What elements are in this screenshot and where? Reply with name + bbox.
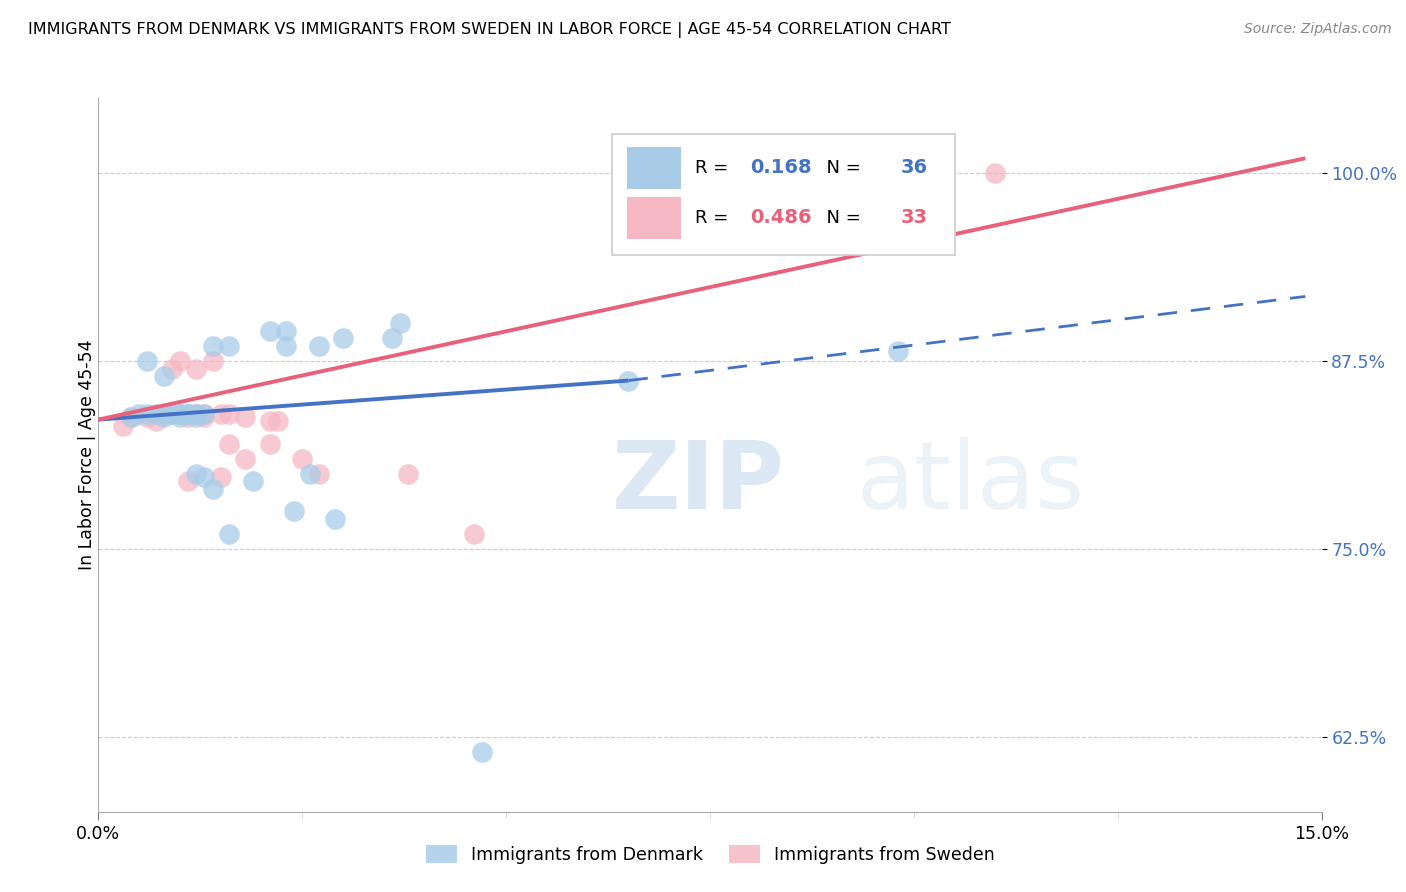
Point [201,354,224,368]
Point [152,407,174,421]
Point [193,469,215,483]
Point [984,166,1007,180]
Point [169,409,191,424]
Point [463,526,485,541]
Point [160,407,183,421]
Point [177,409,200,424]
Point [145,407,167,421]
Point [389,317,412,331]
Point [274,324,297,338]
Text: 36: 36 [901,158,928,178]
Point [152,409,174,424]
Point [169,407,191,421]
Point [299,467,322,481]
Point [396,467,419,481]
Point [136,409,159,424]
Point [209,469,232,483]
Point [233,451,256,466]
Point [160,407,183,421]
Point [120,409,142,424]
Point [218,407,240,421]
Point [169,407,191,421]
Text: R =: R = [696,209,734,227]
Y-axis label: In Labor Force | Age 45-54: In Labor Force | Age 45-54 [79,340,96,570]
Text: N =: N = [815,159,866,177]
Point [308,339,330,353]
Point [617,374,640,388]
Point [136,354,159,368]
Point [193,407,215,421]
Text: N =: N = [815,209,866,227]
Point [169,354,191,368]
Point [152,369,174,384]
Text: IMMIGRANTS FROM DENMARK VS IMMIGRANTS FROM SWEDEN IN LABOR FORCE | AGE 45-54 COR: IMMIGRANTS FROM DENMARK VS IMMIGRANTS FR… [28,22,950,38]
Point [323,512,346,526]
Point [259,414,281,428]
Point [186,467,208,481]
Point [193,407,215,421]
Text: Source: ZipAtlas.com: Source: ZipAtlas.com [1244,22,1392,37]
Point [193,409,215,424]
Point [259,324,281,338]
Point [283,504,305,518]
Point [291,451,314,466]
Point [242,474,264,488]
Point [218,436,240,450]
Point [308,467,330,481]
Point [120,409,142,424]
Point [177,407,200,421]
Text: 0.486: 0.486 [751,208,813,227]
Point [381,331,404,345]
Text: atlas: atlas [856,437,1085,530]
Point [201,482,224,496]
Text: 0.168: 0.168 [751,158,813,178]
Point [111,418,134,433]
FancyBboxPatch shape [612,134,955,255]
Point [267,414,290,428]
Point [177,407,200,421]
Point [136,407,159,421]
Point [233,409,256,424]
Point [274,339,297,353]
Point [218,526,240,541]
Point [259,436,281,450]
FancyBboxPatch shape [627,196,681,239]
Point [160,361,183,376]
Point [186,407,208,421]
Point [471,745,494,759]
Point [128,407,150,421]
Point [169,407,191,421]
Point [186,407,208,421]
Point [186,407,208,421]
FancyBboxPatch shape [627,146,681,189]
Point [177,407,200,421]
Point [177,474,200,488]
Point [218,339,240,353]
Point [332,331,354,345]
Text: ZIP: ZIP [612,437,785,530]
Point [209,407,232,421]
Text: 33: 33 [901,208,928,227]
Point [145,414,167,428]
Legend: Immigrants from Denmark, Immigrants from Sweden: Immigrants from Denmark, Immigrants from… [419,838,1001,871]
Point [169,407,191,421]
Point [186,361,208,376]
Point [201,339,224,353]
Point [152,407,174,421]
Point [756,166,779,180]
Point [186,409,208,424]
Point [886,343,908,358]
Text: R =: R = [696,159,734,177]
